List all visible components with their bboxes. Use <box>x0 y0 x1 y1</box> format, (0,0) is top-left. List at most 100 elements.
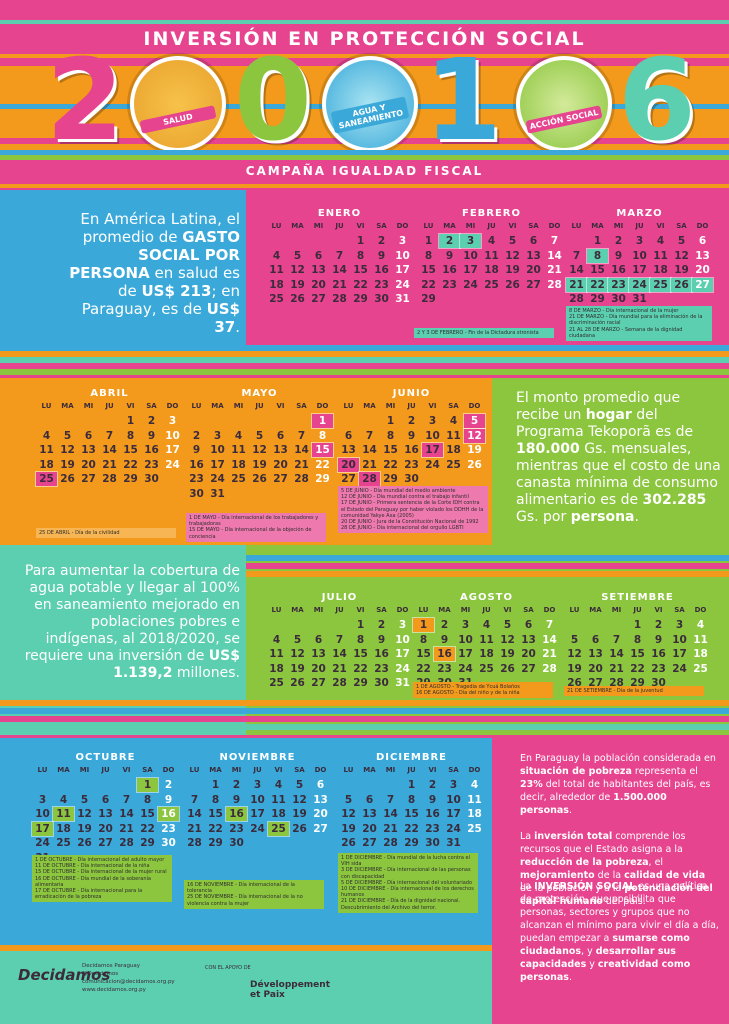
day: 13 <box>273 444 288 456</box>
calendar: MAYO LU MA MI JU VI SA DO 1 2 3 4 5 6 7 8 9 10 11 12 13 14 15 1… <box>186 388 336 508</box>
weekday: JU <box>335 606 344 614</box>
month-name: AGOSTO <box>460 592 513 603</box>
day: 29 <box>590 293 605 305</box>
day: 14 <box>294 444 309 456</box>
fact-text: La inversión total comprende los recurso… <box>520 830 720 908</box>
day: 7 <box>122 793 131 806</box>
weekday: MI <box>611 606 622 614</box>
day: 9 <box>192 444 201 456</box>
day: 3 <box>168 415 177 427</box>
text-run: reducción de la pobreza <box>520 857 649 868</box>
day: 16 <box>404 444 419 456</box>
day: 7 <box>190 793 199 806</box>
text-run: En América Latina, el promedio de <box>80 210 240 246</box>
day: 16 <box>144 444 159 456</box>
day: 15 <box>353 264 368 276</box>
text-run: 1.500.000 personas <box>520 792 667 816</box>
day: 4 <box>487 235 496 247</box>
note: 1 DE OCTUBRE - Día internacional del adu… <box>35 857 165 863</box>
day: 13 <box>98 808 113 820</box>
weekday: VI <box>274 766 283 774</box>
day: 20 <box>526 264 541 276</box>
note: 15 DE OCTUBRE - Día internacional de la … <box>35 869 167 876</box>
month-name: NOVIEMBRE <box>219 752 296 763</box>
day: 21 <box>383 822 398 835</box>
day: 31 <box>446 837 461 849</box>
day: 16 <box>225 806 248 822</box>
day: 28 <box>119 837 134 849</box>
day: 26 <box>467 458 482 471</box>
year-digit: 0 <box>234 36 312 166</box>
day: 19 <box>77 822 92 835</box>
day: 26 <box>341 837 356 849</box>
day: 29 <box>404 837 419 849</box>
day: 17 <box>395 264 410 276</box>
support-name: Développement et Paix <box>250 980 330 1000</box>
day: 7 <box>550 235 559 247</box>
weekday: SA <box>674 606 685 614</box>
day: 22 <box>353 278 368 291</box>
calendar: OCTUBRE LU MA MI JU VI SA DO 1 2 3 4 5 6 7 8 9 10 11 12 13 14… <box>31 752 182 872</box>
day: 16 <box>651 648 666 660</box>
text-run: hogar <box>585 407 632 423</box>
day: 11 <box>231 444 246 456</box>
day: 20 <box>695 264 710 276</box>
day: 13 <box>588 648 603 660</box>
day: 26 <box>252 473 267 485</box>
day: 25 <box>479 662 494 675</box>
day: 5 <box>255 429 264 442</box>
note: 5 DE JUNIO - Día mundial del medio ambie… <box>341 488 456 494</box>
weekday: LU <box>37 766 48 774</box>
day: 18 <box>446 444 461 456</box>
day: 28 <box>569 293 584 305</box>
notes-box: 5 DE JUNIO - Día mundial del medio ambie… <box>338 486 488 534</box>
weekday: MI <box>460 606 471 614</box>
day: 20 <box>311 662 326 675</box>
weekday: DO <box>316 402 329 410</box>
text-run: Para aumentar la cobertura de agua potab… <box>24 563 240 664</box>
text-run: mejoramiento <box>520 870 595 881</box>
month-name: JULIO <box>321 592 358 603</box>
day: 28 <box>358 471 381 487</box>
stripe <box>0 708 729 714</box>
day: 4 <box>482 619 491 631</box>
fact-text: El monto promedio que recibe un hogar de… <box>516 390 721 526</box>
day: 22 <box>383 458 398 471</box>
day: 9 <box>164 793 173 806</box>
day: 17 <box>458 648 473 660</box>
day: 30 <box>425 837 440 849</box>
day: 10 <box>395 249 410 262</box>
notes-box: 25 DE ABRIL - Día de la civilidad <box>36 528 176 539</box>
text-run: del Programa Tekoporã es de <box>516 407 694 440</box>
day: 11 <box>467 793 482 806</box>
day: 26 <box>290 677 305 689</box>
stripe <box>0 345 729 351</box>
day: 12 <box>292 793 307 806</box>
note: 2 Y 3 DE FEBRERO - Fin de la Dictadura s… <box>417 330 539 336</box>
day: 27 <box>81 473 96 485</box>
notes-box: 1 DE AGOSTO - Tragedia de Ycuá Bolaños 16… <box>413 682 553 699</box>
weekday: VI <box>428 402 437 410</box>
day: 10 <box>210 444 225 456</box>
day: 27 <box>341 473 356 485</box>
day: 5 <box>63 429 72 442</box>
day: 10 <box>463 249 478 262</box>
day: 17 <box>672 648 687 660</box>
badge-label: ACCIÓN SOCIAL <box>525 105 603 134</box>
note: 1 DE AGOSTO - Tragedia de Ycuá Bolaños <box>416 684 520 690</box>
day: 11 <box>653 249 668 262</box>
footer <box>0 951 492 1024</box>
weekday: JU <box>253 766 262 774</box>
month-name: MAYO <box>241 388 278 399</box>
weekday: SA <box>296 402 307 410</box>
note: 3 DE DICIEMBRE - Día internacional de la… <box>341 867 471 880</box>
day: 12 <box>290 648 305 660</box>
text-run: ; en Paraguay, es de <box>81 282 240 318</box>
day: 5 <box>503 619 512 631</box>
note: 16 DE NOVIEMBRE - Día internacional de l… <box>187 882 295 895</box>
day: 17 <box>632 264 647 276</box>
day: 26 <box>60 473 75 485</box>
weekday: VI <box>656 222 665 230</box>
day: 23 <box>374 662 389 675</box>
